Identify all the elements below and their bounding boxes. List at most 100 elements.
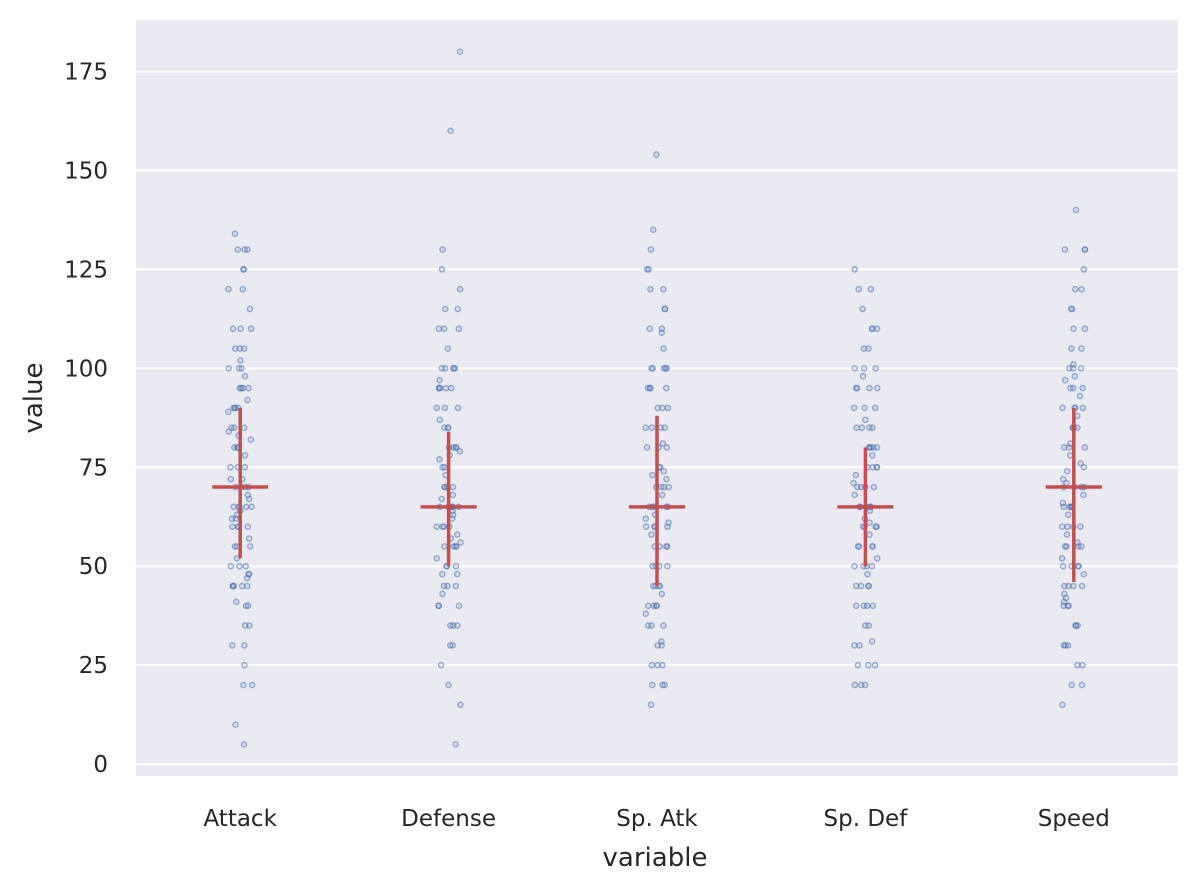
strip-point: [1061, 246, 1069, 253]
strip-point: [246, 543, 254, 550]
strip-point: [444, 424, 452, 431]
strip-point: [850, 479, 857, 487]
y-tick-label: 25: [79, 653, 108, 679]
strip-point: [241, 246, 248, 253]
strip-point: [868, 638, 876, 645]
strip-point: [237, 357, 244, 364]
strip-point: [229, 582, 237, 590]
strip-point: [866, 424, 873, 431]
strip-point: [1061, 590, 1068, 598]
strip-point: [1068, 681, 1076, 689]
strip-point: [644, 622, 652, 629]
strip-point: [235, 365, 243, 372]
y-tick-label: 175: [64, 59, 108, 85]
strip-point: [648, 531, 655, 538]
strip-point: [1072, 206, 1080, 214]
strip-point: [650, 602, 658, 610]
strip-point: [240, 424, 248, 431]
strip-point: [644, 602, 652, 610]
strip-point: [231, 230, 239, 238]
strip-point: [449, 491, 457, 499]
strip-point: [1079, 404, 1087, 412]
strip-point: [229, 325, 237, 333]
strip-point: [1063, 543, 1070, 550]
strip-point: [1081, 444, 1089, 451]
strip-point: [247, 325, 255, 333]
strip-point: [873, 384, 881, 392]
strip-point: [1074, 661, 1081, 669]
strip-point: [659, 440, 667, 447]
strip-point: [453, 531, 461, 538]
strip-point: [869, 452, 876, 459]
strip-point: [657, 483, 665, 491]
strip-point: [866, 519, 873, 526]
strip-point: [243, 582, 251, 590]
strip-point: [1074, 622, 1081, 629]
strip-point: [1064, 511, 1072, 519]
strip-point: [1070, 582, 1077, 590]
strip-point: [236, 562, 243, 570]
strip-point: [643, 444, 651, 451]
strip-point: [1064, 602, 1072, 610]
strip-point: [870, 483, 878, 491]
strip-point: [229, 523, 236, 530]
strip-point: [452, 562, 460, 570]
strip-point: [653, 151, 660, 158]
strip-point: [438, 495, 446, 503]
strip-point: [658, 638, 665, 645]
strip-point: [850, 404, 858, 412]
strip-point: [873, 555, 881, 562]
strip-point: [662, 543, 670, 550]
strip-point: [660, 622, 667, 629]
strip-point: [660, 285, 667, 293]
strip-point: [665, 519, 672, 526]
strip-point: [859, 372, 867, 380]
strip-point: [452, 444, 460, 451]
strip-point: [873, 463, 881, 471]
strip-point: [857, 681, 865, 689]
strip-point: [1078, 543, 1085, 550]
strip-point: [245, 535, 253, 542]
strip-point: [436, 416, 444, 424]
strip-point: [441, 543, 448, 550]
strip-point: [853, 384, 861, 392]
strip-point: [247, 436, 255, 443]
strip-point: [642, 515, 650, 523]
y-tick-label: 50: [79, 554, 108, 580]
strip-point: [865, 345, 872, 352]
strip-point: [438, 570, 446, 578]
y-tick-label: 150: [64, 158, 108, 184]
strip-point: [436, 384, 443, 392]
strip-point: [225, 285, 232, 293]
strip-point: [246, 305, 254, 313]
strip-point: [241, 622, 249, 629]
strip-point: [439, 523, 447, 530]
strip-point: [248, 503, 255, 511]
strip-point: [453, 570, 461, 578]
strip-point: [433, 404, 441, 412]
strip-point: [242, 602, 250, 610]
strip-point: [1058, 523, 1066, 530]
strip-point: [441, 404, 449, 412]
strip-point: [658, 325, 666, 333]
strip-point: [647, 285, 654, 293]
strip-point: [661, 681, 668, 689]
strip-point: [1061, 582, 1068, 590]
strip-point: [1060, 444, 1068, 451]
strip-point: [851, 681, 859, 689]
strip-point: [1078, 582, 1086, 590]
strip-point: [851, 491, 858, 499]
strip-point: [1071, 285, 1079, 293]
strip-point: [869, 602, 877, 610]
strip-point: [649, 226, 657, 234]
strip-point: [1078, 285, 1085, 293]
strip-point: [855, 285, 862, 293]
strip-point: [433, 555, 441, 562]
strip-point: [440, 325, 448, 333]
strip-point: [236, 345, 244, 352]
strip-point: [1081, 325, 1089, 333]
strip-point: [856, 642, 863, 649]
strip-point: [228, 424, 235, 431]
strip-point: [240, 741, 248, 748]
